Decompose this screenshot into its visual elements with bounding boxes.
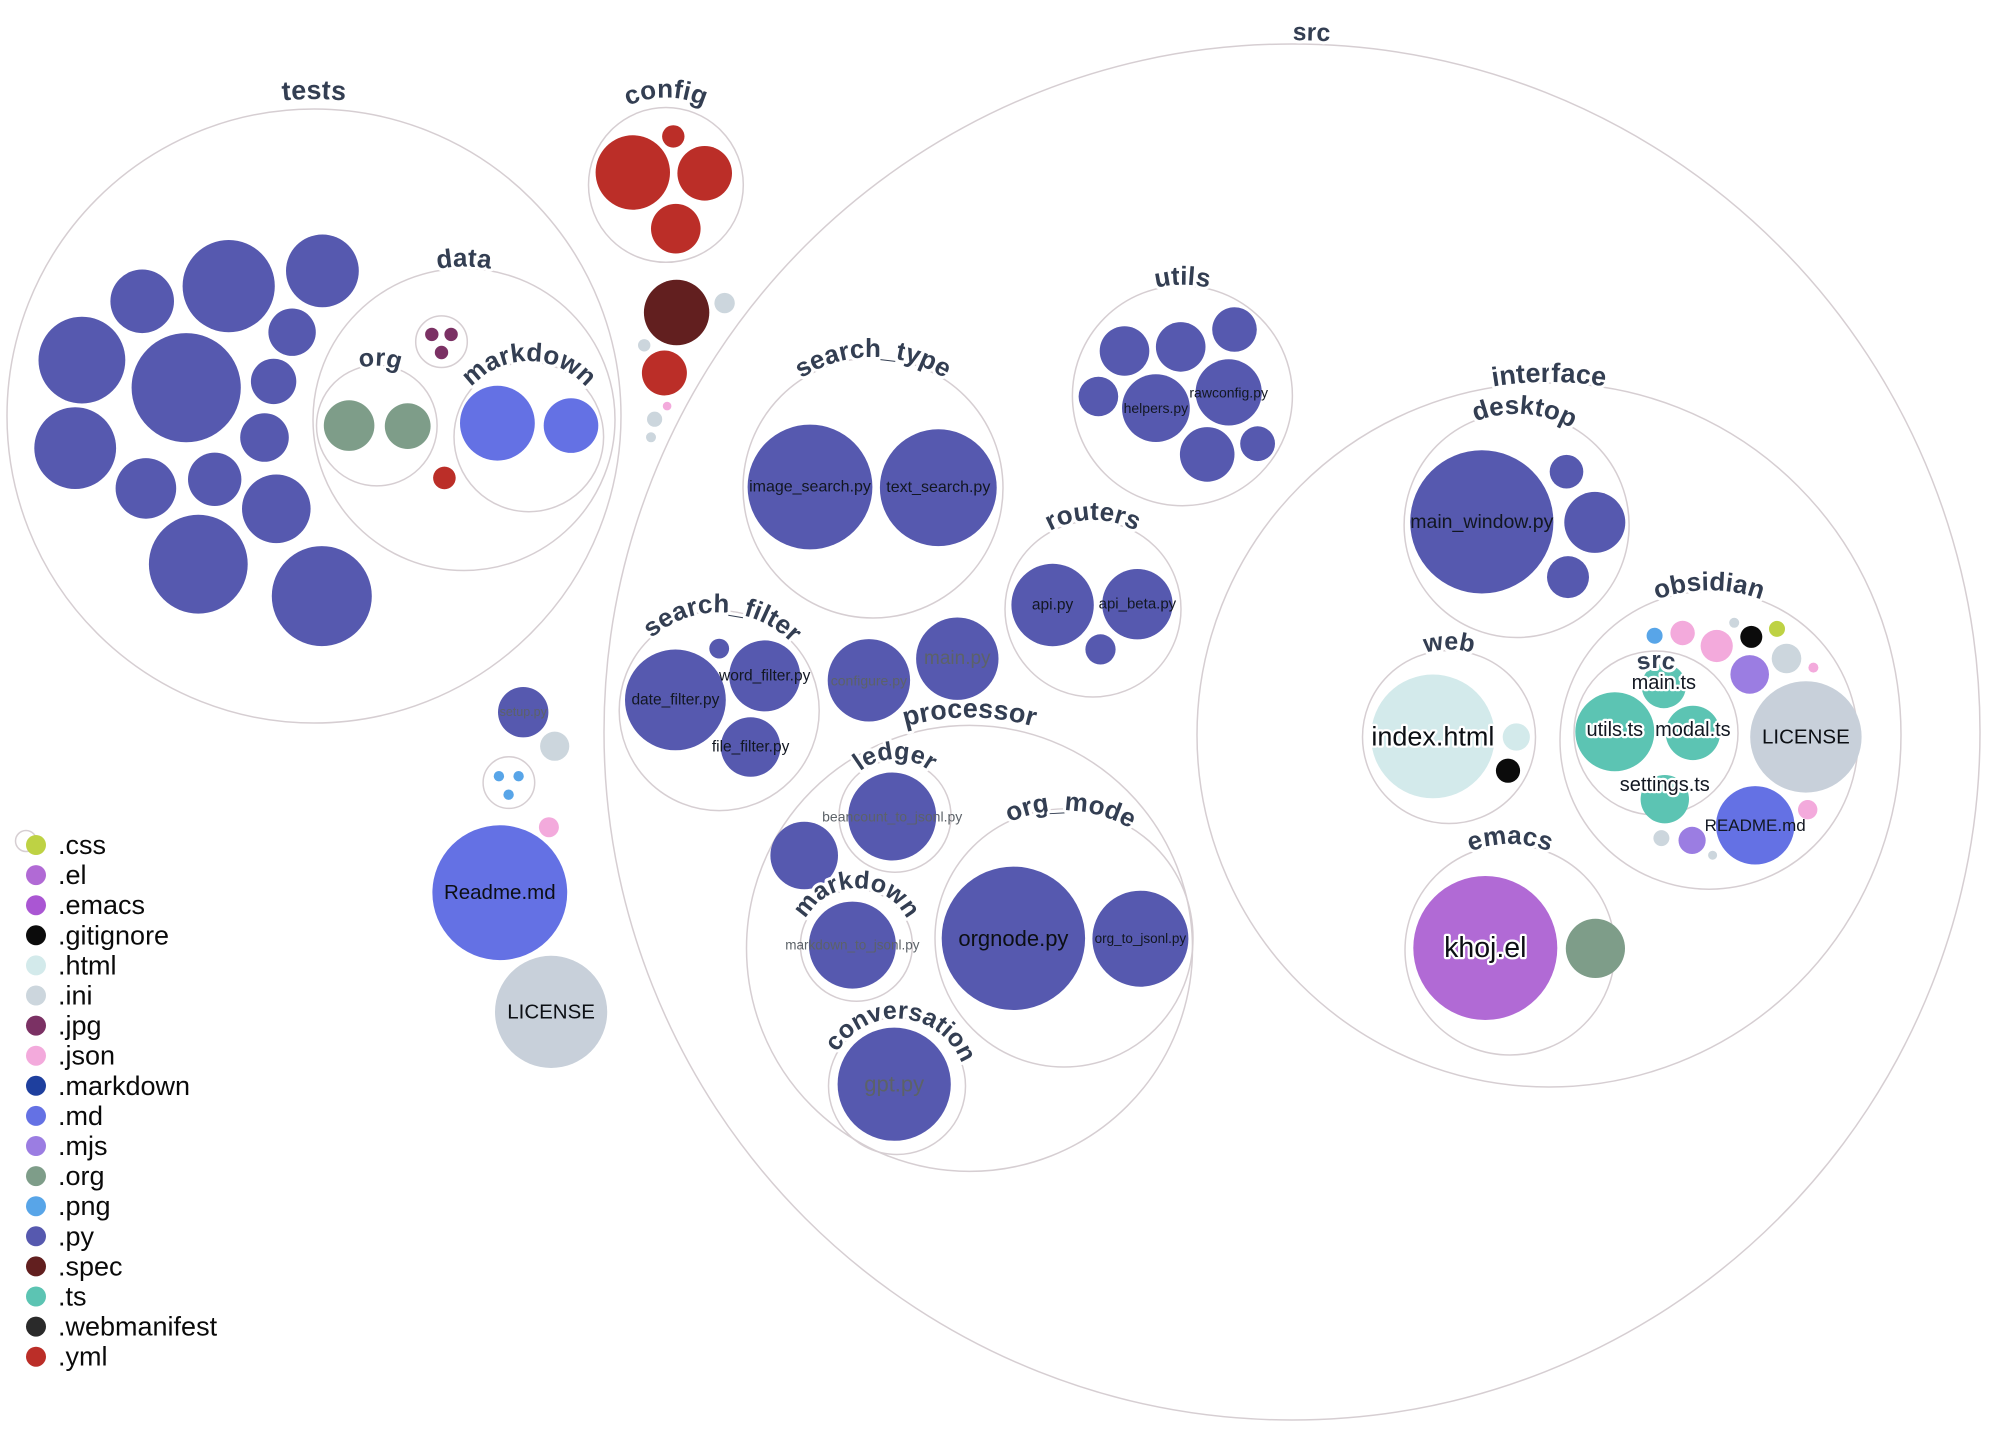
svg-text:.webmanifest: .webmanifest xyxy=(58,1312,218,1342)
svg-text:.gitignore: .gitignore xyxy=(58,920,169,950)
svg-text:.spec: .spec xyxy=(58,1251,123,1281)
svg-text:helpers.py: helpers.py xyxy=(1124,400,1189,416)
svg-text:.org: .org xyxy=(58,1161,105,1191)
svg-text:khoj.el: khoj.el xyxy=(1444,932,1526,964)
svg-text:.json: .json xyxy=(58,1041,115,1071)
svg-text:.md: .md xyxy=(58,1101,103,1131)
svg-text:date_filter.py: date_filter.py xyxy=(631,691,719,708)
svg-text:tests: tests xyxy=(280,75,347,107)
svg-text:beancount_to_jsonl.py: beancount_to_jsonl.py xyxy=(822,809,962,825)
svg-text:README.md: README.md xyxy=(1705,816,1806,835)
svg-text:interface: interface xyxy=(1489,358,1608,392)
svg-text:.ini: .ini xyxy=(58,981,93,1011)
svg-text:settings.ts: settings.ts xyxy=(1620,774,1710,796)
svg-text:LICENSE: LICENSE xyxy=(507,1000,595,1023)
svg-text:org_to_jsonl.py: org_to_jsonl.py xyxy=(1095,931,1187,946)
svg-text:.el: .el xyxy=(58,860,87,890)
svg-text:web: web xyxy=(1420,627,1477,658)
svg-text:.mjs: .mjs xyxy=(58,1131,108,1161)
svg-text:Readme.md: Readme.md xyxy=(444,881,556,904)
svg-text:image_search.py: image_search.py xyxy=(749,479,871,496)
svg-text:file_filter.py: file_filter.py xyxy=(712,739,790,756)
svg-text:word_filter.py: word_filter.py xyxy=(718,667,811,684)
svg-text:gpt.py: gpt.py xyxy=(864,1072,924,1097)
svg-text:main.ts: main.ts xyxy=(1632,672,1696,694)
svg-text:configure.py: configure.py xyxy=(831,672,907,688)
svg-text:.py: .py xyxy=(58,1221,95,1251)
svg-text:main.py: main.py xyxy=(924,648,991,669)
svg-text:modal.ts: modal.ts xyxy=(1655,719,1731,741)
svg-text:.ts: .ts xyxy=(58,1282,87,1312)
svg-text:LICENSE: LICENSE xyxy=(1762,725,1850,748)
svg-text:.html: .html xyxy=(58,950,117,980)
svg-text:.yml: .yml xyxy=(58,1342,108,1372)
svg-text:api_beta.py: api_beta.py xyxy=(1099,596,1177,613)
svg-text:orgnode.py: orgnode.py xyxy=(958,926,1068,951)
svg-text:main_window.py: main_window.py xyxy=(1410,511,1553,533)
svg-text:rawconfig.py: rawconfig.py xyxy=(1189,384,1268,400)
svg-text:.markdown: .markdown xyxy=(58,1071,190,1101)
svg-text:org: org xyxy=(357,344,406,376)
svg-text:markdown_to_jsonl.py: markdown_to_jsonl.py xyxy=(785,938,920,953)
svg-text:text_search.py: text_search.py xyxy=(886,479,990,496)
svg-text:index.html: index.html xyxy=(1371,721,1494,751)
svg-text:.png: .png xyxy=(58,1191,111,1221)
svg-text:.emacs: .emacs xyxy=(58,890,145,920)
svg-text:.jpg: .jpg xyxy=(58,1011,102,1041)
svg-text:utils.ts: utils.ts xyxy=(1586,719,1643,741)
svg-text:data: data xyxy=(434,242,494,274)
svg-text:src: src xyxy=(1293,18,1332,47)
svg-text:utils: utils xyxy=(1152,261,1213,294)
svg-text:src: src xyxy=(1634,647,1677,676)
svg-text:setup.py: setup.py xyxy=(500,705,548,719)
svg-text:.css: .css xyxy=(58,830,106,860)
svg-text:api.py: api.py xyxy=(1032,597,1074,614)
